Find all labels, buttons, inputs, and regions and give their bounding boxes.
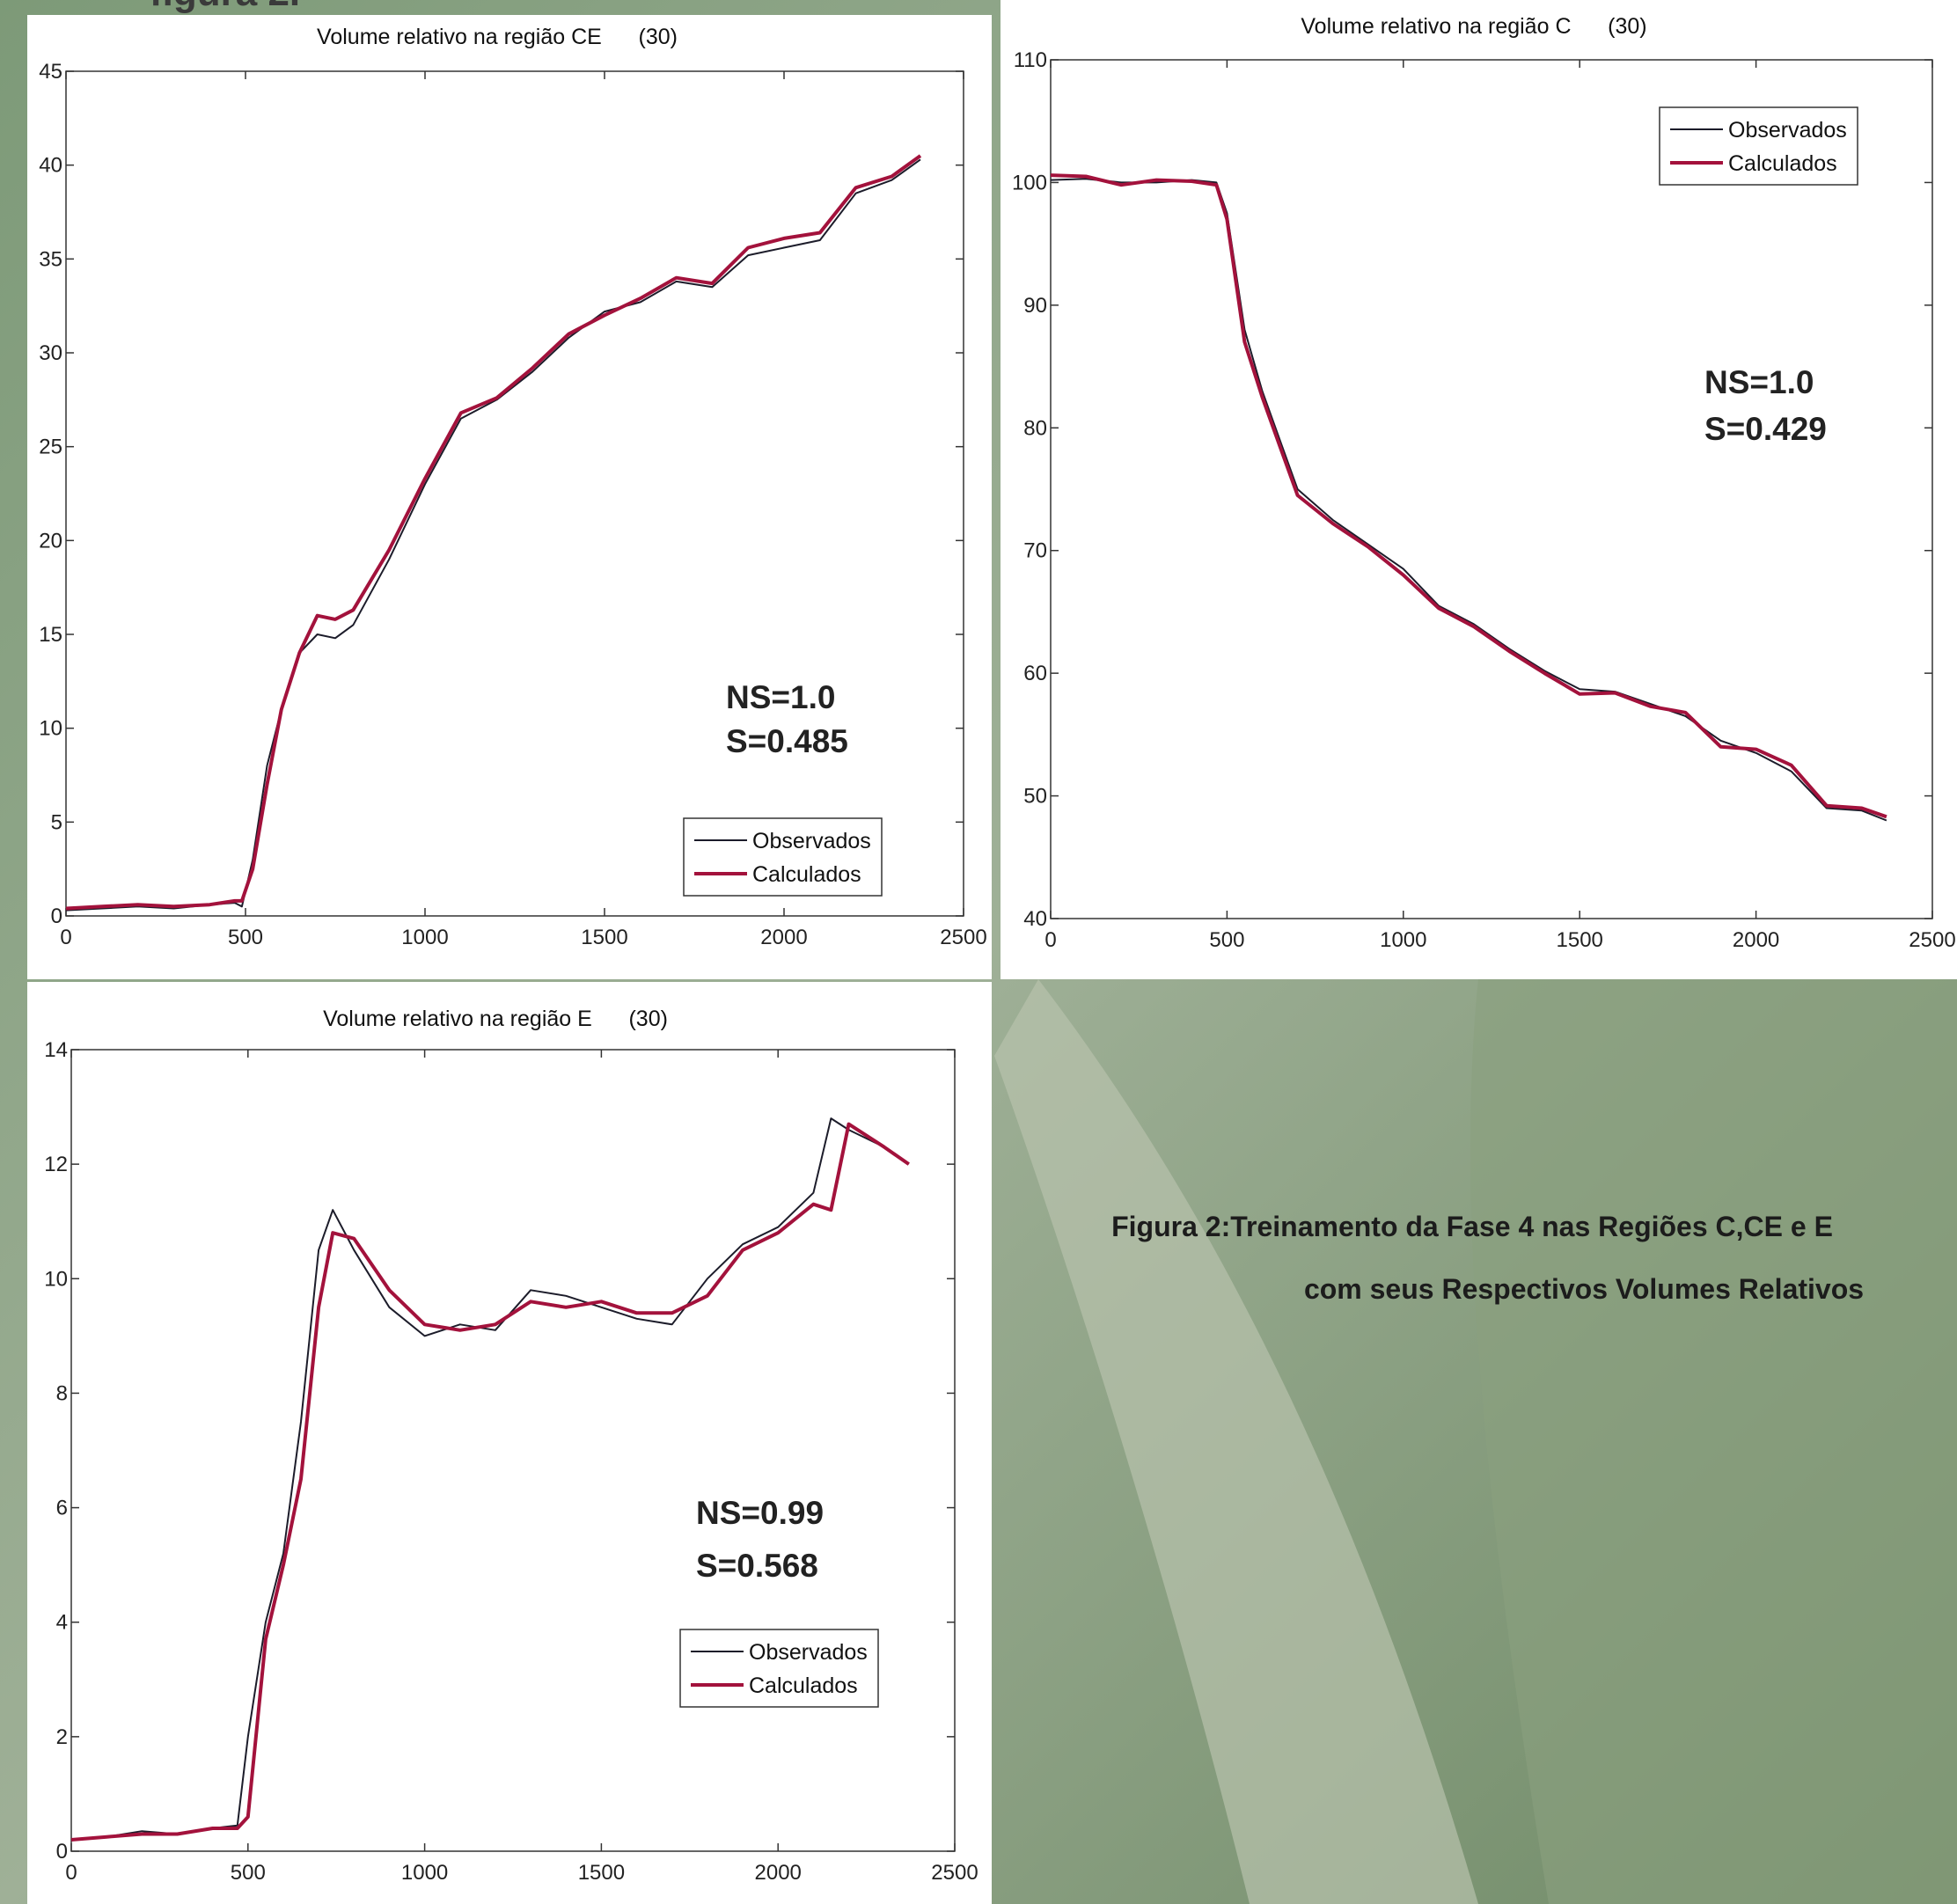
y-tick-label: 14 (44, 1038, 68, 1062)
legend-label: Observados (749, 1640, 868, 1665)
x-tick-label: 0 (65, 1861, 77, 1885)
annotation: S=0.568 (696, 1548, 818, 1584)
chart-title: Volume relativo na região E (30) (323, 1007, 668, 1031)
y-tick-label: 30 (39, 341, 62, 365)
x-tick-label: 2500 (931, 1861, 978, 1885)
x-tick-label: 1000 (401, 1861, 448, 1885)
y-tick-label: 40 (1023, 907, 1047, 931)
legend-label: Observados (752, 829, 871, 853)
annotation: NS=1.0 (1704, 364, 1814, 400)
y-tick-label: 40 (39, 154, 62, 178)
annotation: S=0.485 (726, 723, 848, 759)
annotation: S=0.429 (1704, 411, 1827, 447)
x-tick-label: 2000 (760, 926, 807, 949)
panel (27, 982, 992, 1904)
chart-title: Volume relativo na região CE (30) (317, 25, 678, 49)
x-tick-label: 1000 (1380, 928, 1426, 952)
x-tick-label: 0 (1044, 928, 1056, 952)
caption: com seus Respectivos Volumes Relativos (1304, 1273, 1864, 1305)
figure: figura 2. Figura 2:Treinamento da Fase 4… (0, 0, 1957, 1904)
y-tick-label: 80 (1023, 416, 1047, 440)
y-tick-label: 45 (39, 60, 62, 84)
x-tick-label: 1000 (401, 926, 448, 949)
heading: figura 2. (150, 0, 300, 14)
chart: Volume relativo na região C (30) 0 500 1000… (1000, 0, 1957, 979)
y-tick-label: 25 (39, 436, 62, 459)
x-tick-label: 1500 (581, 926, 627, 949)
terrain (1470, 979, 1957, 1904)
y-tick-label: 35 (39, 247, 62, 271)
page: {"heading": "figura 2.", "caption": ["Fi… (0, 0, 1957, 1904)
y-tick-label: 60 (1023, 662, 1047, 685)
y-tick-label: 2 (56, 1725, 68, 1749)
x-tick-label: 2500 (1909, 928, 1955, 952)
caption: Figura 2:Treinamento da Fase 4 nas Regiõ… (1111, 1211, 1833, 1242)
y-tick-label: 15 (39, 623, 62, 647)
y-tick-label: 0 (56, 1840, 68, 1864)
x-tick-label: 2500 (940, 926, 986, 949)
x-tick-label: 500 (231, 1861, 266, 1885)
x-tick-label: 1500 (1557, 928, 1603, 952)
y-tick-label: 10 (39, 717, 62, 741)
annotation: NS=1.0 (726, 679, 835, 715)
y-tick-label: 110 (1014, 48, 1047, 72)
y-tick-label: 70 (1023, 539, 1047, 563)
x-tick-label: 2000 (755, 1861, 802, 1885)
chart: Volume relativo na região E (30) 0 500 1000… (27, 982, 992, 1904)
x-tick-label: 0 (60, 926, 71, 949)
y-tick-label: 20 (39, 529, 62, 553)
y-tick-label: 10 (44, 1267, 68, 1291)
legend-label: Calculados (1728, 151, 1837, 176)
y-tick-label: 100 (1012, 171, 1047, 194)
legend-label: Observados (1728, 118, 1847, 143)
y-tick-label: 0 (51, 904, 62, 928)
legend-label: Calculados (749, 1673, 858, 1698)
y-tick-label: 8 (56, 1381, 68, 1405)
y-tick-label: 6 (56, 1497, 68, 1520)
y-tick-label: 90 (1023, 294, 1047, 318)
legend-label: Calculados (752, 862, 861, 887)
y-tick-label: 50 (1023, 785, 1047, 809)
x-tick-label: 2000 (1733, 928, 1779, 952)
x-tick-label: 500 (1209, 928, 1244, 952)
y-tick-label: 5 (51, 810, 62, 834)
y-tick-label: 4 (56, 1611, 68, 1635)
y-tick-label: 12 (44, 1153, 68, 1176)
x-tick-label: 1500 (578, 1861, 625, 1885)
annotation: NS=0.99 (696, 1495, 824, 1531)
chart-title: Volume relativo na região C (30) (1301, 14, 1646, 39)
x-tick-label: 500 (228, 926, 263, 949)
